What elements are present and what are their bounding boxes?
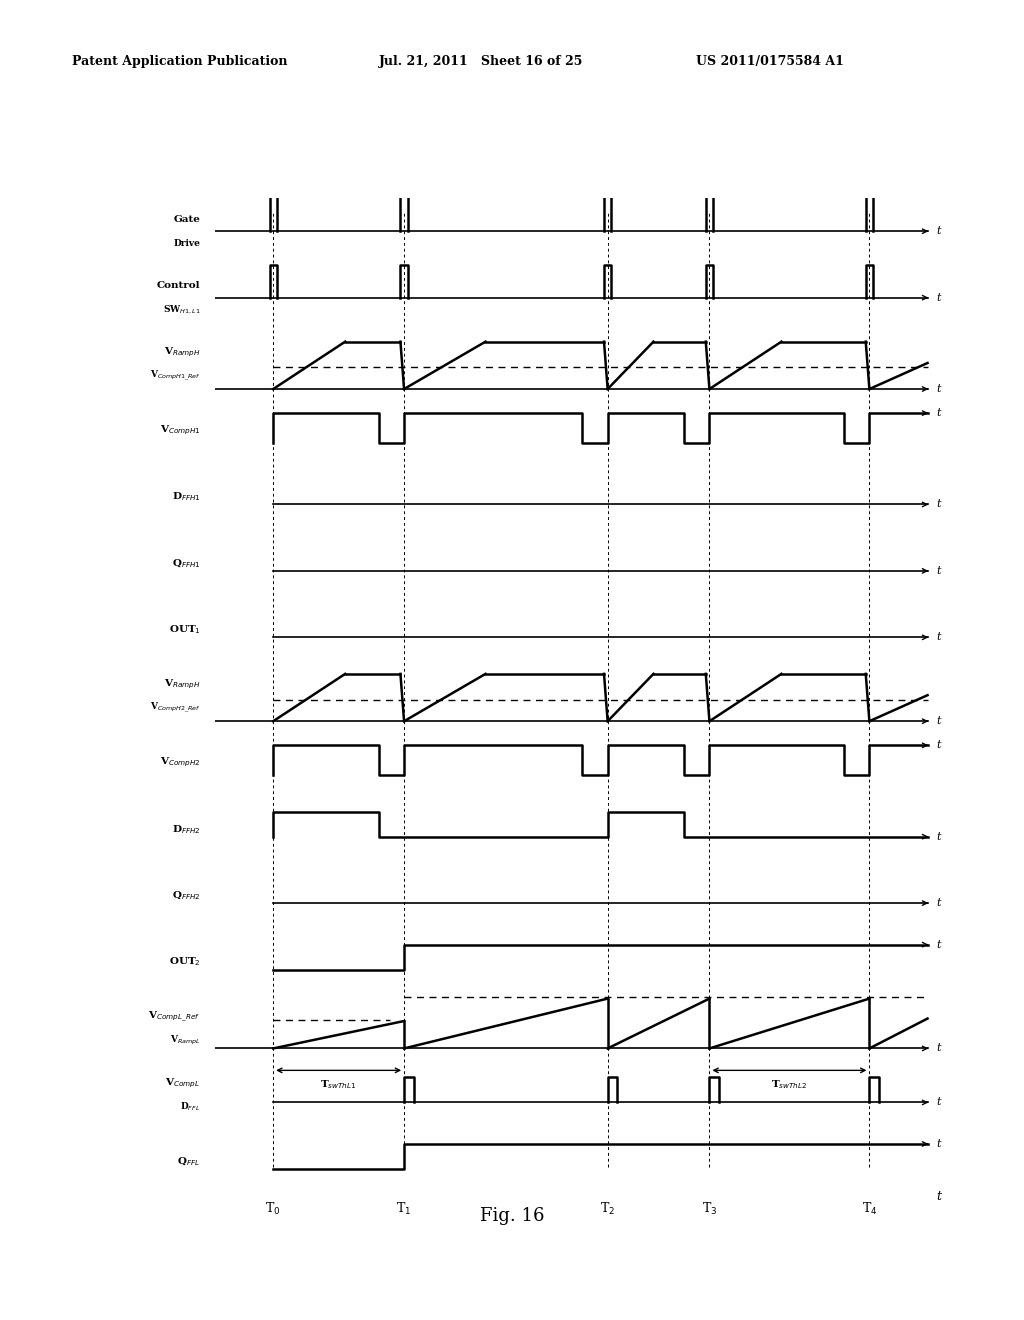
Text: T$_{swThL2}$: T$_{swThL2}$ [771,1078,808,1092]
Text: T$_3$: T$_3$ [701,1201,717,1217]
Text: Fig. 16: Fig. 16 [480,1206,544,1225]
Text: T$_4$: T$_4$ [861,1201,878,1217]
Text: US 2011/0175584 A1: US 2011/0175584 A1 [696,55,844,69]
Text: V$_{RampL}$: V$_{RampL}$ [170,1034,201,1047]
Text: OUT$_2$: OUT$_2$ [169,956,201,969]
Text: V$_{RampH}$: V$_{RampH}$ [164,677,201,692]
Text: Q$_{FFH2}$: Q$_{FFH2}$ [172,890,201,902]
Text: V$_{CompH2\_Ref}$: V$_{CompH2\_Ref}$ [150,701,201,715]
Text: t: t [936,940,941,949]
Text: Gate: Gate [174,215,201,224]
Text: V$_{CompH1}$: V$_{CompH1}$ [160,424,201,437]
Text: V$_{CompL}$: V$_{CompL}$ [166,1076,201,1090]
Text: t: t [936,226,941,236]
Text: t: t [936,717,941,726]
Text: V$_{CompL\_Ref}$: V$_{CompL\_Ref}$ [148,1010,201,1023]
Text: Patent Application Publication: Patent Application Publication [72,55,287,69]
Text: Drive: Drive [174,239,201,248]
Text: t: t [936,566,941,576]
Text: SW$_{H1,L1}$: SW$_{H1,L1}$ [163,304,201,315]
Text: t: t [936,384,941,393]
Text: D$_{FFH2}$: D$_{FFH2}$ [172,822,201,836]
Text: t: t [936,499,941,510]
Text: Q$_{FFH1}$: Q$_{FFH1}$ [172,557,201,570]
Text: t: t [936,632,941,643]
Text: t: t [936,293,941,302]
Text: t: t [936,1097,941,1107]
Text: t: t [936,832,941,842]
Text: D$_{FFH1}$: D$_{FFH1}$ [172,491,201,503]
Text: V$_{CompH2}$: V$_{CompH2}$ [160,756,201,770]
Text: T$_{swThL1}$: T$_{swThL1}$ [321,1078,357,1092]
Text: t: t [936,408,941,418]
Text: V$_{RampH}$: V$_{RampH}$ [164,346,201,359]
Text: t: t [936,741,941,750]
Text: V$_{CompH1\_Ref}$: V$_{CompH1\_Ref}$ [150,368,201,383]
Text: T$_0$: T$_0$ [265,1201,281,1217]
Text: t: t [936,1139,941,1148]
Text: T$_2$: T$_2$ [600,1201,615,1217]
Text: Control: Control [157,281,201,290]
Text: Jul. 21, 2011   Sheet 16 of 25: Jul. 21, 2011 Sheet 16 of 25 [379,55,584,69]
Text: D$_{FFL}$: D$_{FFL}$ [180,1101,201,1113]
Text: t: t [936,1189,941,1203]
Text: Q$_{FFL}$: Q$_{FFL}$ [177,1155,201,1168]
Text: OUT$_1$: OUT$_1$ [169,623,201,636]
Text: T$_1$: T$_1$ [396,1201,412,1217]
Text: t: t [936,1043,941,1053]
Text: t: t [936,898,941,908]
